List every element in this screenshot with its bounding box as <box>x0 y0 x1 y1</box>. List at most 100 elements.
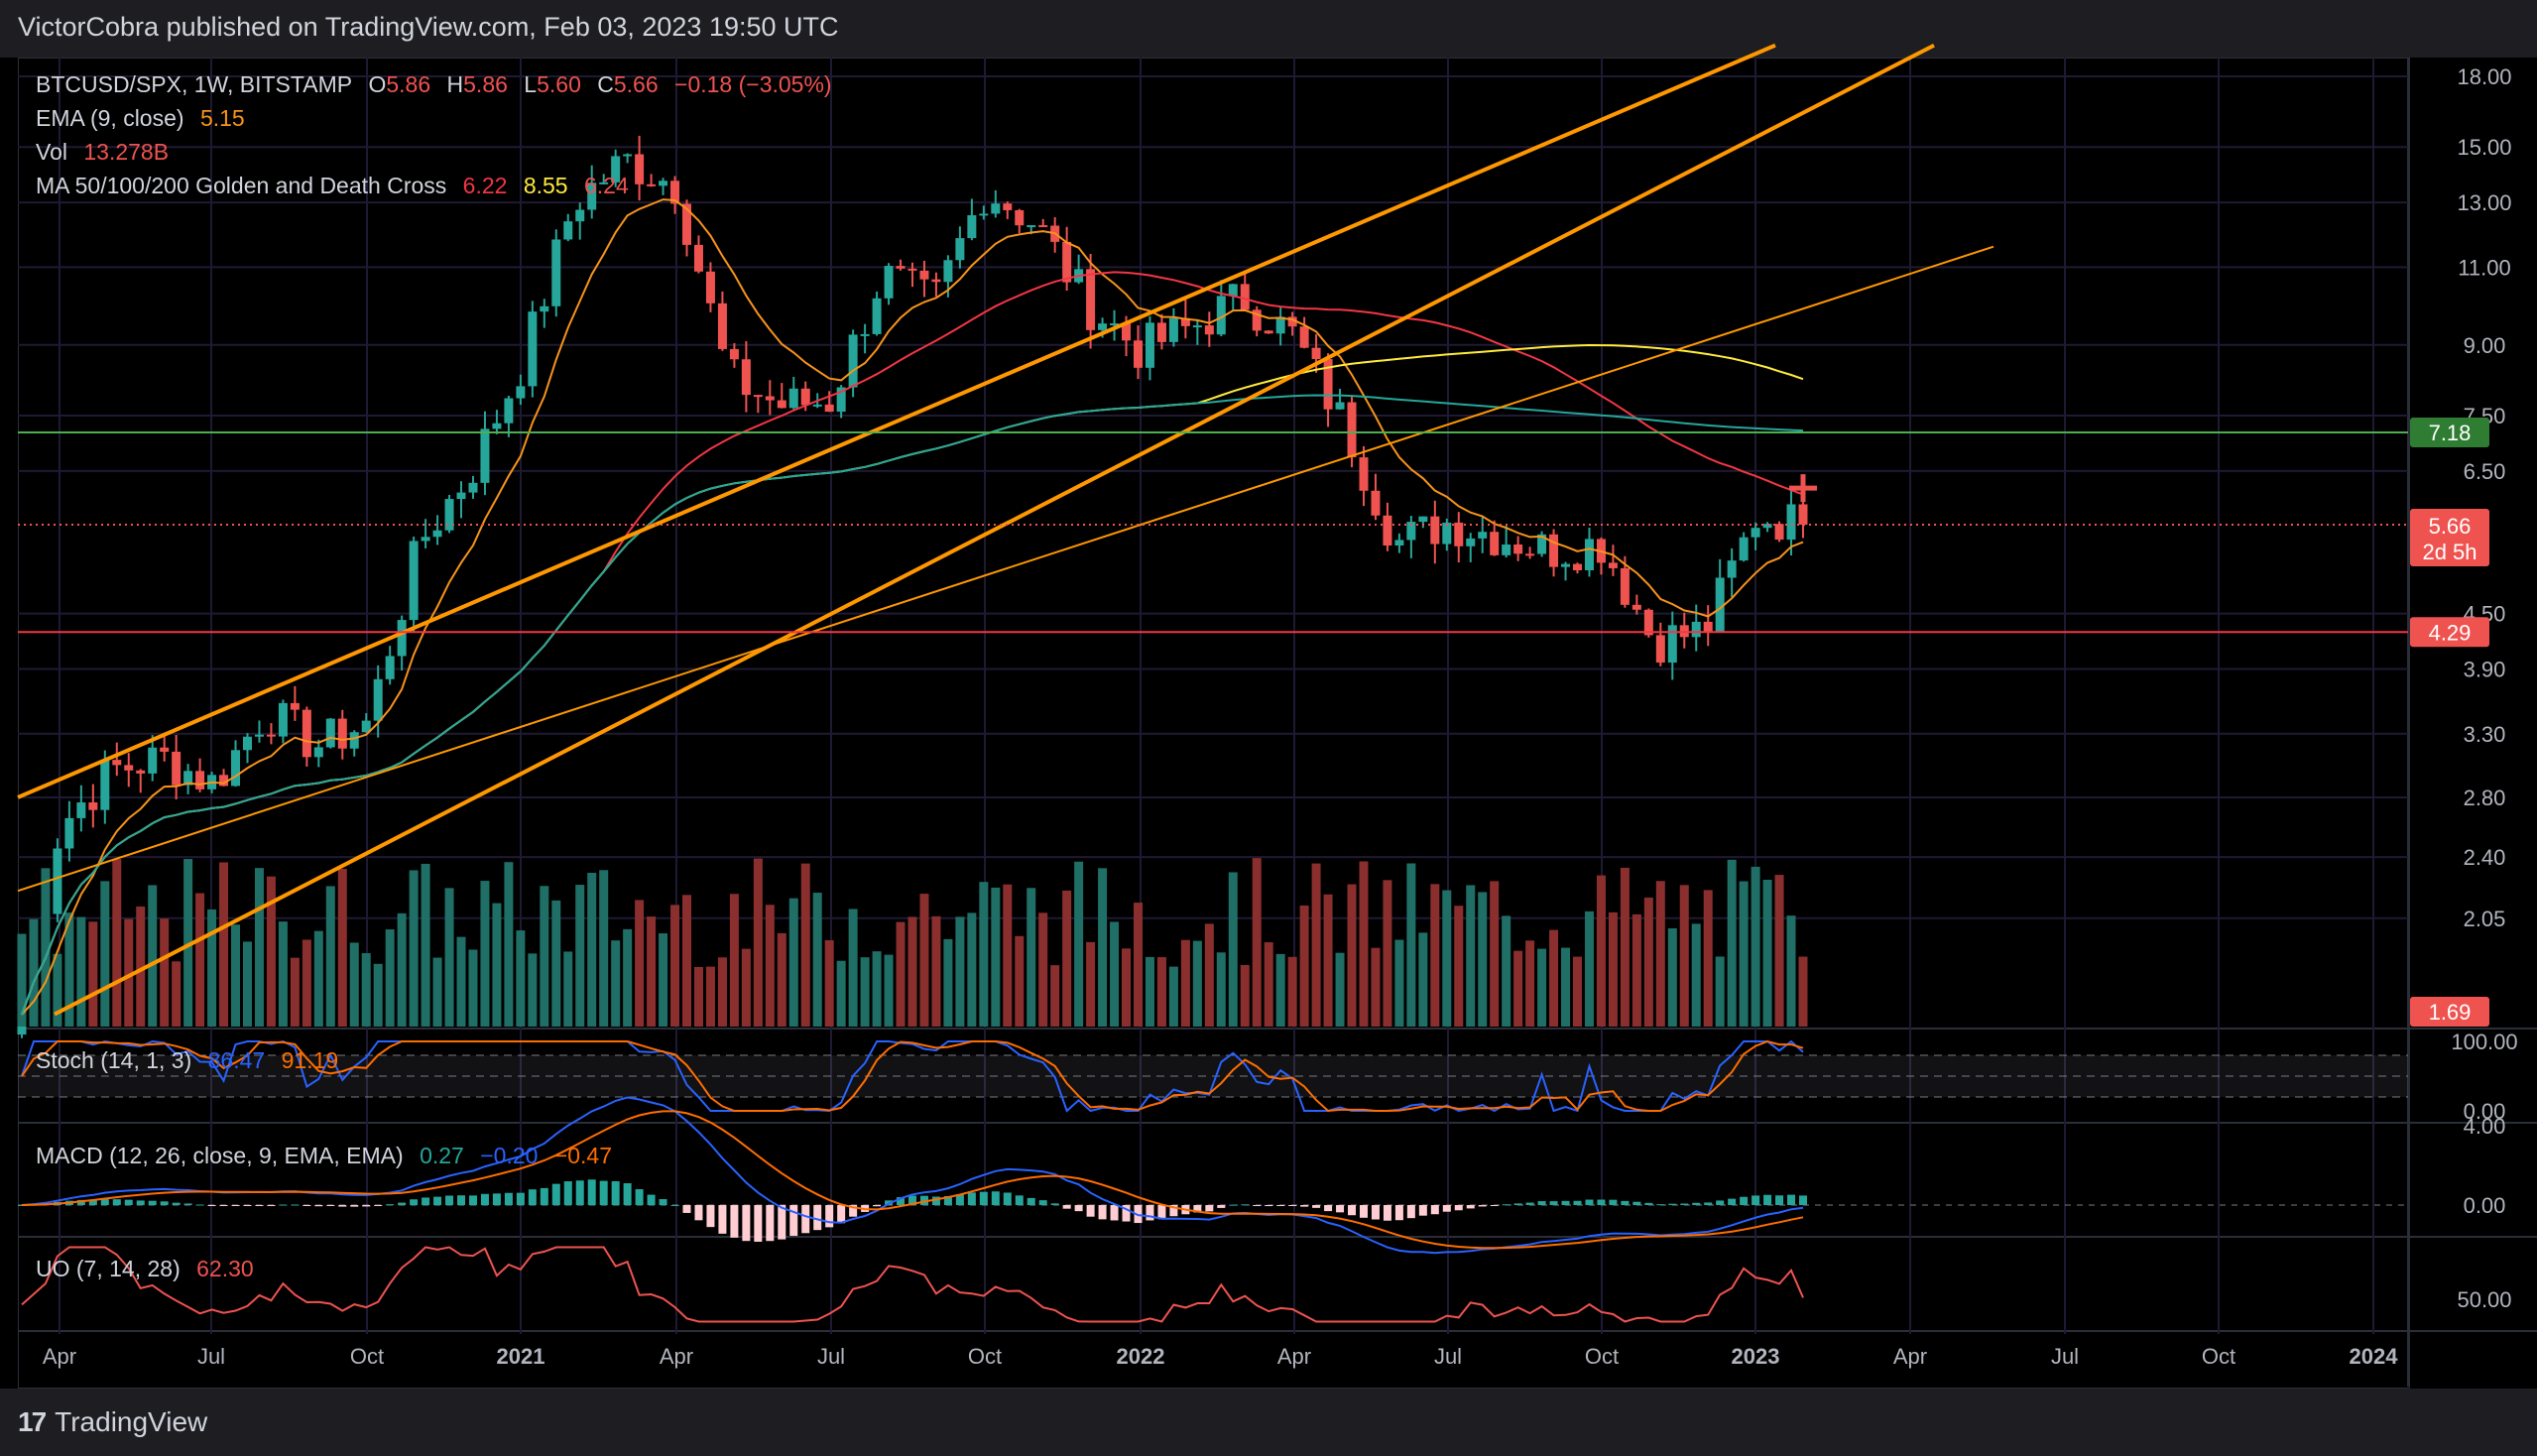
macd-hist-bar <box>1430 1205 1439 1215</box>
volume-bar <box>1323 894 1333 1027</box>
ema-legend[interactable]: EMA (9, close) 5.15 <box>36 105 255 132</box>
macd-hist-bar <box>528 1189 537 1205</box>
candle-body <box>765 396 775 401</box>
candle-body <box>1525 553 1535 556</box>
time-tick-label: Apr <box>43 1344 76 1369</box>
candle-body <box>1502 544 1511 555</box>
macd-legend[interactable]: MACD (12, 26, close, 9, EMA, EMA) 0.27 −… <box>36 1143 622 1169</box>
macd-hist-bar <box>1312 1205 1321 1208</box>
candle-body <box>1751 528 1760 538</box>
ema-line <box>21 198 1804 1016</box>
macd-hist-bar <box>124 1199 133 1205</box>
volume-bar <box>1679 885 1689 1027</box>
candle-body <box>717 303 727 349</box>
volume-bar <box>717 957 727 1027</box>
macd-hist-bar <box>433 1196 442 1205</box>
volume-bar <box>1786 915 1796 1027</box>
macd-hist-bar <box>907 1195 916 1205</box>
volume-bar <box>136 906 146 1027</box>
candle-body <box>729 348 739 360</box>
candle-body <box>540 305 549 312</box>
candle-body <box>1727 560 1737 578</box>
candle-body <box>967 214 977 239</box>
volume-bar <box>1584 910 1594 1027</box>
legend-symbol[interactable]: BTCUSD/SPX, 1W, BITSTAMP <box>36 71 353 97</box>
volume-bar <box>1655 881 1665 1027</box>
macd-hist-bar <box>837 1205 846 1224</box>
candle-body <box>1691 621 1701 638</box>
price-tick-label: 3.30 <box>2464 722 2506 747</box>
macd-hist-bar <box>1478 1205 1487 1207</box>
candle-body <box>1240 284 1250 310</box>
macd-hist-bar <box>1752 1195 1760 1205</box>
candle-body <box>1394 540 1404 546</box>
candle-body <box>1762 524 1772 529</box>
candle-body <box>136 770 146 774</box>
candle-body <box>1739 537 1749 561</box>
candle-body <box>551 239 561 306</box>
candle-body <box>599 182 609 184</box>
candle-body <box>587 182 597 210</box>
macd-hist-bar <box>314 1205 323 1207</box>
volume-bar <box>29 918 39 1027</box>
stoch-d-line <box>21 1039 1804 1113</box>
candle-body <box>1133 340 1143 368</box>
candle-body <box>1442 522 1452 545</box>
macd-hist-bar <box>516 1192 525 1205</box>
volume-bar <box>1383 880 1392 1027</box>
volume-bar <box>148 885 158 1027</box>
candle-body <box>1038 225 1048 228</box>
volume-bar <box>266 876 276 1027</box>
candle-body <box>659 181 668 186</box>
macd-hist-bar <box>207 1205 216 1206</box>
macd-hist-bar <box>1288 1205 1297 1206</box>
candle-body <box>100 760 110 810</box>
macd-hist-bar <box>291 1204 300 1206</box>
macd-hist-bar <box>88 1199 97 1205</box>
candle-body <box>1371 490 1381 516</box>
candle-body <box>1122 323 1132 341</box>
chart-svg[interactable]: 18.0015.0013.0011.009.007.506.504.503.90… <box>0 0 2537 1389</box>
macd-hist-bar <box>1418 1205 1427 1216</box>
ma-legend[interactable]: MA 50/100/200 Golden and Death Cross 6.2… <box>36 173 639 199</box>
uo-value: 62.30 <box>196 1256 254 1281</box>
tradingview-logo[interactable]: 17 TradingView <box>18 1406 207 1438</box>
volume-bar <box>1264 942 1273 1027</box>
price-tick-label: 2.05 <box>2464 907 2506 931</box>
volume-bar <box>1727 859 1737 1027</box>
volume-bar <box>1038 912 1048 1027</box>
candle-body <box>148 747 158 774</box>
candle-body <box>231 750 241 787</box>
volume-bar <box>729 894 739 1027</box>
candle-body <box>991 203 1001 214</box>
resistance-tag-bg <box>2410 418 2489 448</box>
macd-hist-bar <box>1668 1203 1677 1205</box>
volume-bar <box>1027 888 1036 1027</box>
stoch-legend[interactable]: Stoch (14, 1, 3) 86.47 91.19 <box>36 1047 348 1074</box>
macd-hist-bar <box>326 1205 335 1206</box>
volume-bar <box>1228 872 1238 1027</box>
volume-bar <box>575 885 585 1027</box>
volume-bar <box>1798 956 1808 1027</box>
chart-frame[interactable] <box>18 58 2410 1389</box>
candle-body <box>421 537 430 542</box>
volume-bar <box>1156 957 1166 1027</box>
time-tick-label: 2023 <box>1732 1344 1780 1369</box>
publisher-text: VictorCobra published on TradingView.com… <box>18 12 839 42</box>
volume-bar <box>647 916 657 1027</box>
volume-bar <box>1418 932 1428 1027</box>
macd-hist-bar <box>1775 1195 1784 1205</box>
macd-hist-bar <box>919 1195 928 1205</box>
volume-bar <box>1086 941 1096 1027</box>
uo-legend[interactable]: UO (7, 14, 28) 62.30 <box>36 1256 264 1282</box>
volume-bar <box>516 930 526 1027</box>
volume-bar <box>1608 911 1618 1027</box>
vol-legend[interactable]: Vol 13.278B <box>36 139 179 166</box>
volume-tag-bg <box>2410 997 2489 1027</box>
volume-bar <box>705 966 715 1027</box>
macd-hist-bar <box>813 1205 822 1231</box>
candle-body <box>682 203 692 245</box>
volume-bar <box>1466 885 1476 1027</box>
time-tick-label: Oct <box>968 1344 1002 1369</box>
candle-body <box>1228 284 1238 297</box>
